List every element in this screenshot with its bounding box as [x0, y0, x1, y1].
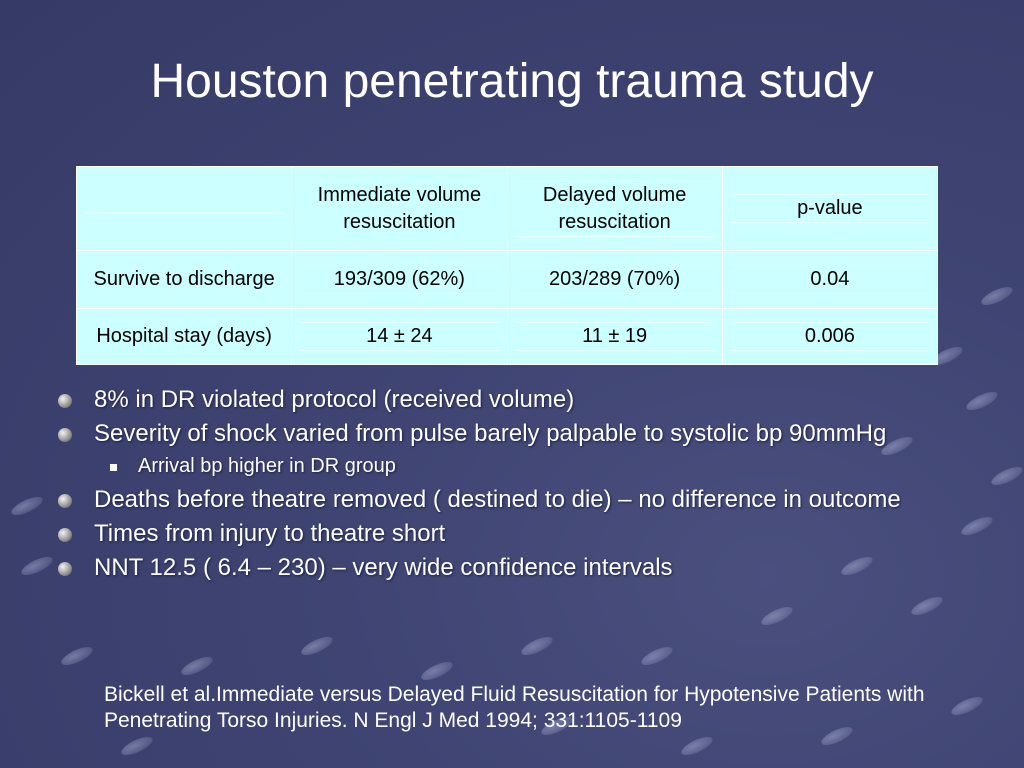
sphere-bullet-icon	[58, 428, 72, 442]
table-row: Survive to discharge 193/309 (62%) 203/2…	[75, 250, 939, 309]
results-table: Immediate volume resuscitation Delayed v…	[75, 166, 939, 365]
table-header-cell: Immediate volume resuscitation	[291, 166, 508, 251]
bullet-item: Times from injury to theatre short	[58, 520, 958, 547]
table-header-row: Immediate volume resuscitation Delayed v…	[75, 166, 939, 251]
sphere-bullet-icon	[58, 494, 72, 508]
square-bullet-icon	[110, 464, 117, 471]
bullet-list: 8% in DR violated protocol (received vol…	[58, 386, 958, 588]
bullet-item: 8% in DR violated protocol (received vol…	[58, 386, 958, 413]
table-row: Hospital stay (days) 14 ± 24 11 ± 19 0.0…	[75, 308, 939, 365]
sphere-bullet-icon	[58, 394, 72, 408]
table-cell: 11 ± 19	[506, 308, 723, 365]
slide-title: Houston penetrating trauma study	[150, 55, 874, 108]
table-cell: 203/289 (70%)	[506, 250, 723, 309]
table-cell: 193/309 (62%)	[291, 250, 508, 309]
bullet-item: Deaths before theatre removed ( destined…	[58, 486, 958, 513]
table-cell: Hospital stay (days)	[75, 308, 293, 365]
bullet-item: NNT 12.5 ( 6.4 – 230) – very wide confid…	[58, 554, 958, 581]
table-cell: 0.006	[721, 308, 939, 365]
table-header-cell: p-value	[721, 166, 939, 251]
sub-bullet-item: Arrival bp higher in DR group	[58, 454, 958, 478]
table-header-cell	[75, 166, 293, 251]
sphere-bullet-icon	[58, 562, 72, 576]
sphere-bullet-icon	[58, 528, 72, 542]
table-cell: 14 ± 24	[291, 308, 508, 365]
table-header-cell: Delayed volume resuscitation	[506, 166, 723, 251]
table-cell: Survive to discharge	[75, 250, 293, 309]
bullet-item: Severity of shock varied from pulse bare…	[58, 420, 958, 447]
citation-text: Bickell et al.Immediate versus Delayed F…	[104, 683, 925, 732]
table-cell: 0.04	[721, 250, 939, 309]
